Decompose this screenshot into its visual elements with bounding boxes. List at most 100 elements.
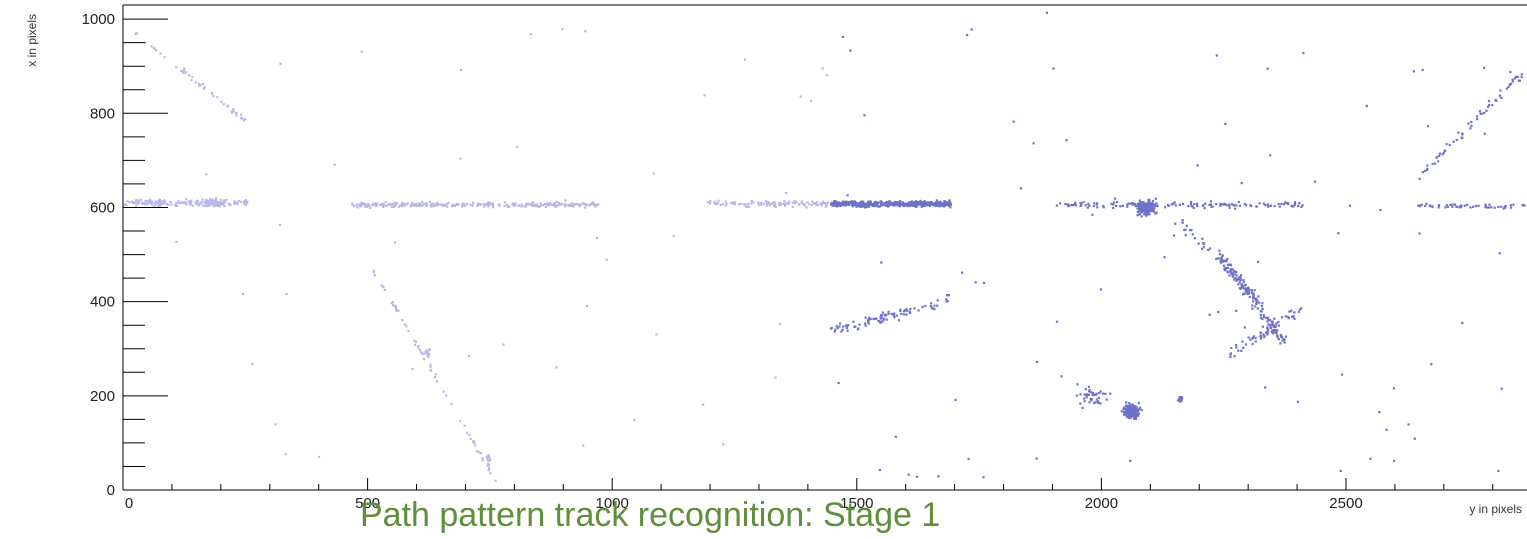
data-point [213,201,216,204]
data-point [1132,404,1135,407]
data-point [459,420,462,423]
data-point [1084,388,1087,391]
data-point [1511,80,1514,83]
data-point [830,203,833,207]
data-point [1292,316,1295,319]
data-point [589,203,592,206]
data-point [1284,201,1287,204]
data-point [949,206,952,209]
data-point [397,205,401,208]
data-point [594,203,597,206]
data-point [800,200,803,203]
data-point [938,205,941,208]
data-point [899,200,902,203]
data-point [379,203,382,206]
data-point [440,204,443,207]
data-point [244,199,247,202]
data-point [715,203,718,206]
data-point [864,324,867,327]
data-point [429,203,433,206]
data-point [421,200,424,203]
data-point [1094,401,1097,404]
data-point [1140,204,1143,208]
data-point [867,322,870,325]
data-point [912,204,916,207]
data-point [875,317,878,320]
data-point [961,271,964,274]
data-point [867,319,870,323]
data-point [233,200,236,203]
data-point [216,95,219,99]
data-point [1238,287,1241,290]
data-point [1263,334,1266,338]
data-point [1114,204,1118,208]
data-point [1247,336,1250,339]
data-point [877,205,881,208]
data-point [1430,363,1433,366]
data-point [1485,109,1488,112]
data-point [1286,202,1290,205]
data-point [590,202,593,205]
data-point [1264,316,1268,319]
data-point [1129,407,1132,410]
data-point [1237,276,1241,279]
data-point [1242,287,1245,290]
data-point [1089,391,1092,394]
data-point [491,202,494,205]
data-point [845,326,848,329]
data-point [928,204,931,208]
data-point [851,205,854,208]
data-point [1093,393,1096,396]
data-point [412,204,415,207]
data-point [504,201,507,204]
data-point [1070,204,1073,207]
data-point [1143,207,1146,210]
data-point [816,201,819,204]
data-point [177,200,180,203]
data-point [900,202,903,205]
data-point [888,199,891,203]
data-points [123,11,1526,482]
data-point [1470,120,1473,124]
data-point [524,205,527,208]
data-point [1467,122,1470,125]
data-point [226,104,229,107]
data-point [884,313,887,316]
data-point [398,204,401,207]
data-point [473,442,476,445]
data-point [1131,411,1134,414]
data-point [411,202,414,205]
data-point [356,206,359,209]
data-point [1437,160,1440,163]
data-point [793,200,796,203]
data-point [185,198,188,201]
data-point [1425,202,1428,205]
data-point [1256,299,1259,302]
data-point [520,205,523,208]
data-point [838,202,842,205]
data-point [937,202,940,205]
data-point [373,203,376,206]
data-point [1091,391,1094,394]
data-point [1146,212,1149,215]
data-point [360,201,363,204]
data-point [868,316,871,319]
data-point [468,433,471,437]
data-point [1183,228,1186,232]
data-point [503,204,506,208]
data-point [750,199,753,202]
data-point [1177,399,1180,402]
data-point [1153,207,1156,210]
data-point [788,200,791,203]
data-point [1245,287,1249,290]
data-point [381,204,384,207]
data-point [190,199,193,202]
data-point [553,202,556,205]
data-point [175,66,178,69]
y-axis-title: x in pixels [25,14,39,67]
data-point [535,203,538,206]
data-point [717,199,720,202]
data-point [1243,292,1246,295]
data-point [1290,204,1293,207]
data-point [1222,264,1226,267]
